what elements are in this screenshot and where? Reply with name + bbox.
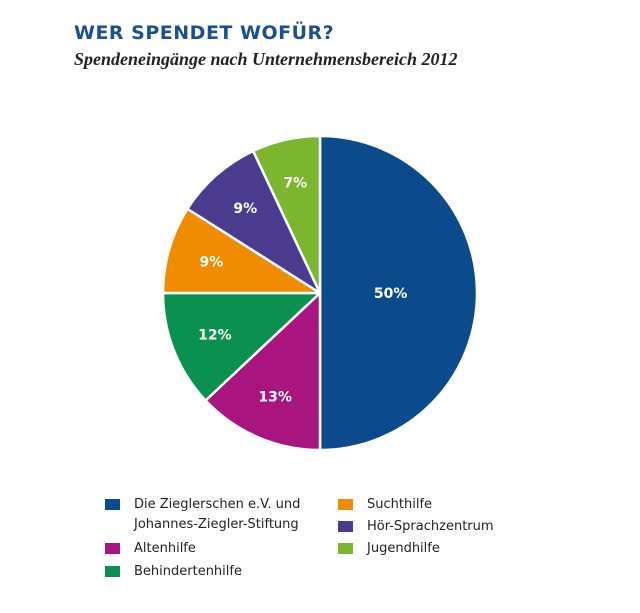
slice-value-label: 7%	[283, 176, 307, 192]
slice-value-label: 13%	[258, 390, 292, 406]
legend-item-hoer-sprachzentrum: Hör-Sprachzentrum	[338, 517, 494, 537]
slice-value-label: 9%	[200, 254, 224, 270]
slice-value-label: 50%	[374, 286, 408, 302]
legend-item-zieglerschen: Die Zieglerschen e.V. und Johannes-Ziegl…	[105, 495, 300, 535]
legend-label: Altenhilfe	[134, 541, 196, 556]
legend-label: Hör-Sprachzentrum	[367, 519, 494, 534]
chart-subtitle: Spendeneingänge nach Unternehmensbereich…	[74, 49, 458, 69]
legend-swatch	[105, 499, 120, 510]
legend-swatch	[105, 566, 120, 577]
legend-swatch	[105, 543, 120, 554]
legend-swatch	[338, 521, 353, 532]
slice-suchthilfe	[161, 207, 322, 295]
legend-item-behindertenhilfe: Behindertenhilfe	[105, 562, 242, 582]
slice-zieglerschen	[318, 134, 479, 452]
slice-behindertenhilfe	[161, 291, 322, 402]
slice-value-label: 9%	[233, 201, 257, 217]
slice-hoer-sprachzentrum	[186, 149, 322, 295]
slice-altenhilfe	[204, 291, 322, 452]
slice-value-label: 12%	[198, 328, 232, 344]
legend-item-altenhilfe: Altenhilfe	[105, 539, 196, 559]
legend-swatch	[338, 499, 353, 510]
legend-label: Behindertenhilfe	[134, 564, 242, 579]
legend-label-line: Die Zieglerschen e.V. und	[134, 497, 301, 512]
legend-item-jugendhilfe: Jugendhilfe	[338, 539, 440, 559]
legend-label: Jugendhilfe	[367, 541, 440, 556]
chart-title: WER SPENDET WOFÜR?	[74, 22, 335, 44]
legend-item-suchthilfe: Suchthilfe	[338, 495, 432, 515]
legend-label: Suchthilfe	[367, 497, 433, 512]
slice-jugendhilfe	[251, 134, 322, 295]
legend-swatch	[338, 543, 353, 554]
legend-label-line: Johannes-Ziegler-Stiftung	[134, 517, 299, 532]
